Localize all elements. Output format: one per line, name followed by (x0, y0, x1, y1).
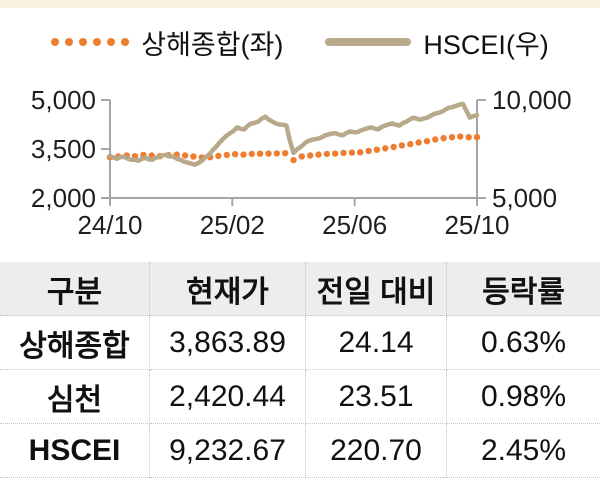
svg-text:2,000: 2,000 (31, 183, 96, 213)
table-header-price: 현재가 (150, 262, 306, 316)
table-cell-pct: 0.98% (447, 370, 600, 424)
price-chart: 5,000 3,500 2,000 10,000 5,000 24/10 25/02 25/0… (0, 70, 600, 242)
svg-text:10,000: 10,000 (492, 85, 572, 115)
table-cell-price: 3,863.89 (150, 316, 306, 370)
price-chart-svg: 5,000 3,500 2,000 10,000 5,000 24/10 25/02 25/0… (31, 85, 572, 240)
table-row-label: 심천 (0, 370, 150, 424)
table-header-category: 구분 (0, 262, 150, 316)
svg-text:5,000: 5,000 (492, 183, 557, 213)
index-table: 구분 현재가 전일 대비 등락률 상해종합 3,863.89 24.14 0.6… (0, 262, 600, 478)
table-cell-change: 23.51 (306, 370, 447, 424)
chart-legend: 상해종합(좌) HSCEI(우) (0, 24, 600, 60)
table-header-change: 전일 대비 (306, 262, 447, 316)
legend-item-shanghai: 상해종합(좌) (51, 23, 283, 62)
header-strip (0, 0, 600, 8)
legend-label-hscei: HSCEI(우) (423, 29, 549, 60)
legend-label-shanghai: 상해종합(좌) (141, 29, 284, 60)
dotted-line-swatch (51, 38, 130, 46)
table-cell-pct: 2.45% (447, 424, 600, 478)
svg-text:25/02: 25/02 (200, 210, 265, 240)
svg-text:3,500: 3,500 (31, 134, 96, 164)
table-row-label: HSCEI (0, 424, 150, 478)
svg-text:5,000: 5,000 (31, 85, 96, 115)
table-cell-price: 2,420.44 (150, 370, 306, 424)
svg-text:25/10: 25/10 (444, 210, 509, 240)
table-row-label: 상해종합 (0, 316, 150, 370)
table-cell-change: 220.70 (306, 424, 447, 478)
table-cell-pct: 0.63% (447, 316, 600, 370)
table-header-pct: 등락률 (447, 262, 600, 316)
svg-text:24/10: 24/10 (77, 210, 142, 240)
svg-text:25/06: 25/06 (322, 210, 387, 240)
table-cell-change: 24.14 (306, 316, 447, 370)
solid-line-swatch (325, 38, 412, 46)
table-cell-price: 9,232.67 (150, 424, 306, 478)
legend-item-hscei: HSCEI(우) (325, 23, 549, 62)
